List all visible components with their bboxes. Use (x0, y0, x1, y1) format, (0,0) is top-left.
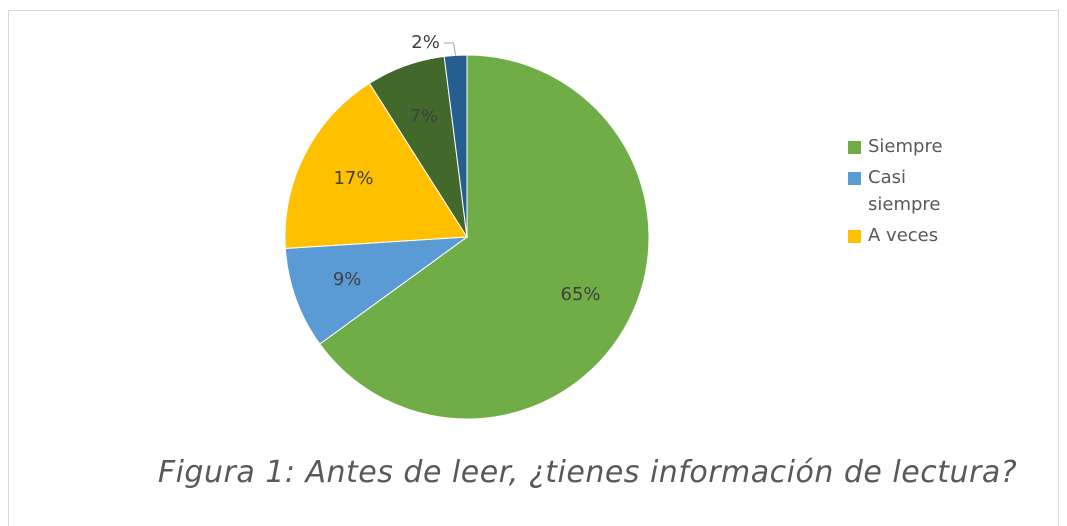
pie-slice (284, 236, 469, 345)
legend-entry: Siempre (846, 133, 956, 160)
legend-entry: A veces (846, 222, 956, 249)
chart-border (8, 10, 1059, 526)
data-label: 65% (561, 284, 601, 305)
legend-entry: Casi siempre (846, 164, 956, 218)
legend: Siempre Casi siempre A veces (846, 133, 956, 253)
legend-label: A veces (868, 225, 939, 246)
data-label: 9% (333, 269, 362, 290)
data-label: 17% (333, 168, 373, 189)
data-label: 7% (410, 106, 439, 127)
legend-label: Casi siempre (868, 167, 941, 215)
leader-line (443, 42, 457, 56)
caption: Figura 1: Antes de leer, ¿tienes informa… (157, 455, 1018, 490)
data-label: 2% (411, 32, 440, 53)
legend-swatch (848, 172, 861, 185)
legend-swatch (848, 230, 861, 243)
legend-label: Siempre (868, 136, 943, 157)
pie-slice (319, 54, 650, 420)
pie-slice (284, 82, 468, 249)
legend-swatch (848, 141, 861, 154)
